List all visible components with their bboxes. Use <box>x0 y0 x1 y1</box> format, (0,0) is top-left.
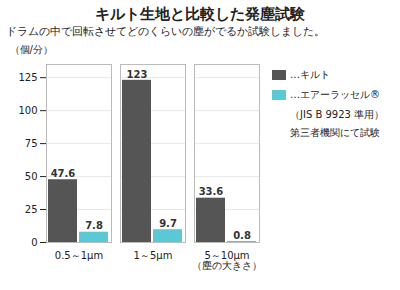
svg-text:50: 50 <box>25 171 38 182</box>
svg-text:100: 100 <box>18 105 37 116</box>
svg-text:5～10μm（塵の大きさ）: 5～10μm（塵の大きさ） <box>192 250 262 271</box>
html-text:（JIS B 9923 準用）: （JIS B 9923 準用） <box>290 109 385 120</box>
svg-text:0.8: 0.8 <box>233 230 251 241</box>
svg-text:（個/分）: （個/分） <box>10 44 53 55</box>
svg-text:7.8: 7.8 <box>85 220 103 231</box>
svg-text:0.5～1μm: 0.5～1μm <box>55 250 103 261</box>
html-text:ドラムの中で回転させてどのくらいの塵がでるか試験しました。: ドラムの中で回転させてどのくらいの塵がでるか試験しました。 <box>6 25 325 38</box>
svg-text:0: 0 <box>31 237 37 248</box>
html-text:第三者機関にて試験: 第三者機関にて試験 <box>290 127 380 138</box>
svg-text:9.7: 9.7 <box>159 218 177 229</box>
svg-text:125: 125 <box>18 72 37 83</box>
svg-text:33.6: 33.6 <box>199 186 224 197</box>
html-text:キルト生地と比較した発塵試験: キルト生地と比較した発塵試験 <box>95 5 305 23</box>
svg-text:75: 75 <box>25 138 38 149</box>
html-text:…キルト: …キルト <box>290 69 330 80</box>
svg-text:25: 25 <box>25 204 38 215</box>
html-text:…エアーラッセル®: …エアーラッセル® <box>290 89 380 100</box>
svg-text:123: 123 <box>127 69 148 80</box>
svg-text:47.6: 47.6 <box>51 168 76 179</box>
svg-text:1～5μm: 1～5μm <box>134 250 173 261</box>
